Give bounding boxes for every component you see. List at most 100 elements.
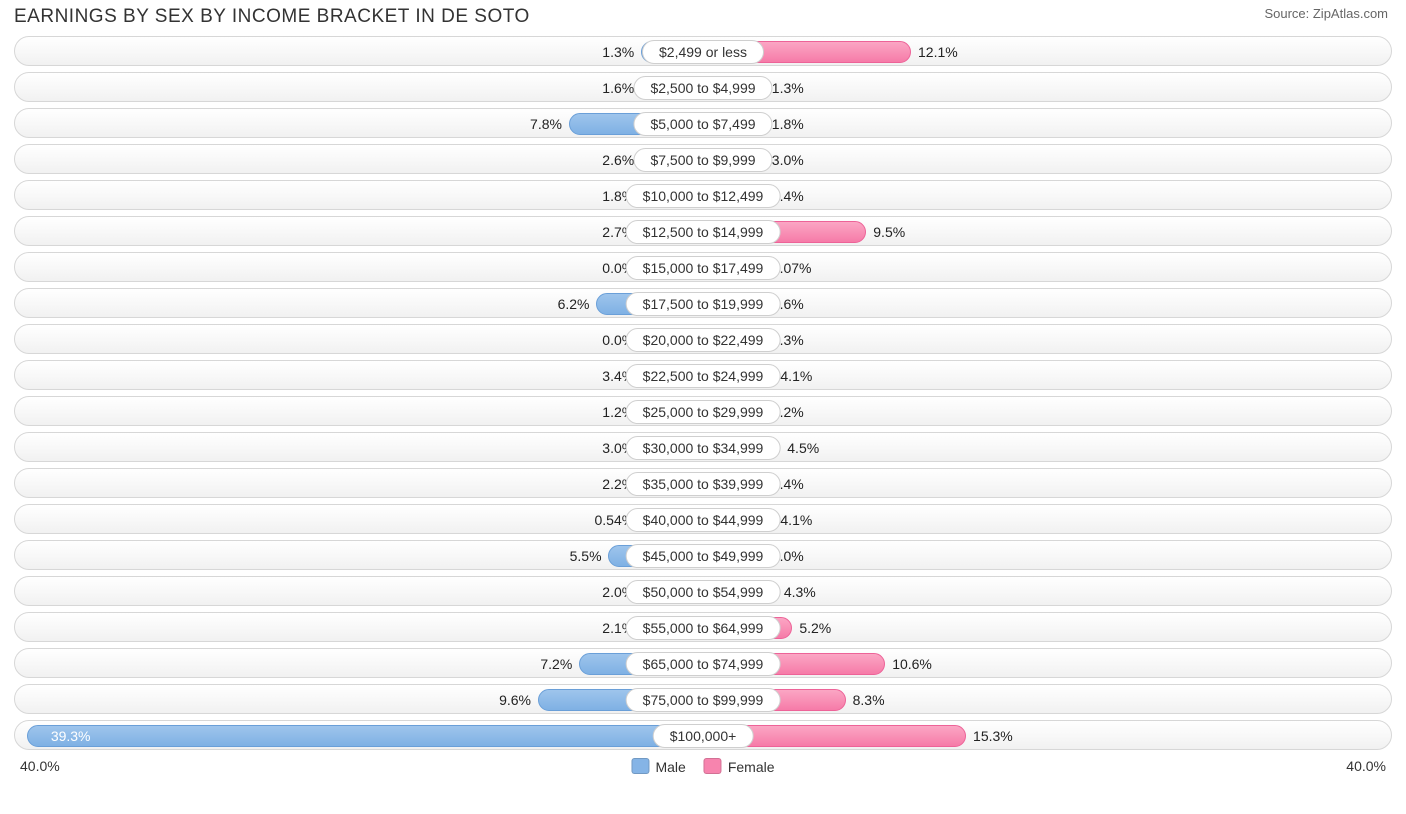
legend-male-label: Male: [655, 759, 685, 775]
female-value-label: 12.1%: [918, 37, 958, 67]
female-value-label: 4.1%: [780, 505, 812, 535]
male-swatch-icon: [631, 758, 649, 774]
chart-row: 0.0%3.3%$20,000 to $22,499: [14, 324, 1392, 354]
bracket-label: $7,500 to $9,999: [633, 148, 772, 172]
female-half: 4.5%: [703, 433, 1391, 461]
chart-title: EARNINGS BY SEX BY INCOME BRACKET IN DE …: [14, 6, 530, 28]
female-half: 3.0%: [703, 145, 1391, 173]
bracket-label: $55,000 to $64,999: [626, 616, 781, 640]
legend-female: Female: [704, 758, 775, 775]
bracket-label: $5,000 to $7,499: [633, 112, 772, 136]
female-value-label: 4.1%: [780, 361, 812, 391]
bracket-label: $50,000 to $54,999: [626, 580, 781, 604]
legend-male: Male: [631, 758, 685, 775]
male-half: 2.0%: [15, 577, 703, 605]
female-half: 3.2%: [703, 397, 1391, 425]
female-half: 12.1%: [703, 37, 1391, 65]
female-half: 3.4%: [703, 469, 1391, 497]
male-half: 1.8%: [15, 181, 703, 209]
female-value-label: 4.5%: [787, 433, 819, 463]
female-value-label: 15.3%: [973, 721, 1013, 751]
female-value-label: 8.3%: [853, 685, 885, 715]
male-half: 6.2%: [15, 289, 703, 317]
female-value-label: 4.3%: [784, 577, 816, 607]
male-half: 1.3%: [15, 37, 703, 65]
chart-source: Source: ZipAtlas.com: [1264, 6, 1388, 21]
male-half: 1.6%: [15, 73, 703, 101]
male-half: 0.54%: [15, 505, 703, 533]
female-half: 1.4%: [703, 181, 1391, 209]
chart-header: EARNINGS BY SEX BY INCOME BRACKET IN DE …: [0, 0, 1406, 32]
male-half: 2.2%: [15, 469, 703, 497]
male-half: 2.1%: [15, 613, 703, 641]
bracket-label: $10,000 to $12,499: [626, 184, 781, 208]
chart-row: 2.0% 4.3%$50,000 to $54,999: [14, 576, 1392, 606]
male-value-label: 2.6%: [602, 145, 634, 175]
female-half: 1.8%: [703, 109, 1391, 137]
male-value-label: 7.2%: [540, 649, 572, 679]
bracket-label: $12,500 to $14,999: [626, 220, 781, 244]
chart-row: 1.2%3.2%$25,000 to $29,999: [14, 396, 1392, 426]
male-half: 2.6%: [15, 145, 703, 173]
chart-row: 0.54% 4.1%$40,000 to $44,999: [14, 504, 1392, 534]
chart-row: 3.4%4.1%$22,500 to $24,999: [14, 360, 1392, 390]
bracket-label: $2,499 or less: [642, 40, 764, 64]
male-value-label: 1.3%: [602, 37, 634, 67]
male-value-label: 9.6%: [499, 685, 531, 715]
chart-row: 2.1% 5.2% $55,000 to $64,999: [14, 612, 1392, 642]
chart-row: 2.7%9.5%$12,500 to $14,999: [14, 216, 1392, 246]
chart-row: 7.8% 1.8%$5,000 to $7,499: [14, 108, 1392, 138]
chart-row: 5.5%2.0%$45,000 to $49,999: [14, 540, 1392, 570]
male-half: 1.2%: [15, 397, 703, 425]
female-half: 8.3%: [703, 685, 1391, 713]
chart-row: 3.0% 4.5%$30,000 to $34,999: [14, 432, 1392, 462]
male-value-label: 7.8%: [530, 109, 562, 139]
male-half: 39.3%: [15, 721, 703, 749]
bracket-label: $45,000 to $49,999: [626, 544, 781, 568]
bracket-label: $15,000 to $17,499: [626, 256, 781, 280]
female-half: 3.3%: [703, 325, 1391, 353]
legend: Male Female: [631, 758, 774, 775]
male-half: 5.5%: [15, 541, 703, 569]
female-half: 4.1%: [703, 361, 1391, 389]
female-half: 5.2%: [703, 613, 1391, 641]
female-half: 10.6%: [703, 649, 1391, 677]
bracket-label: $40,000 to $44,999: [626, 508, 781, 532]
male-half: 7.8%: [15, 109, 703, 137]
bracket-label: $30,000 to $34,999: [626, 436, 781, 460]
chart-footer: 40.0% Male Female 40.0%: [0, 756, 1406, 792]
male-half: 0.0%: [15, 325, 703, 353]
male-half: 0.0%: [15, 253, 703, 281]
bracket-label: $75,000 to $99,999: [626, 688, 781, 712]
female-value-label: 5.2%: [799, 613, 831, 643]
bracket-label: $100,000+: [653, 724, 754, 748]
female-value-label: 10.6%: [892, 649, 932, 679]
male-half: 7.2%: [15, 649, 703, 677]
chart-row: 2.6% 3.0%$7,500 to $9,999: [14, 144, 1392, 174]
bracket-label: $17,500 to $19,999: [626, 292, 781, 316]
axis-max-right: 40.0%: [1346, 758, 1386, 774]
bracket-label: $35,000 to $39,999: [626, 472, 781, 496]
bracket-label: $22,500 to $24,999: [626, 364, 781, 388]
female-half: 4.3%: [703, 577, 1391, 605]
bracket-label: $20,000 to $22,499: [626, 328, 781, 352]
chart-row: 39.3% 15.3% $100,000+: [14, 720, 1392, 750]
male-value-label: 5.5%: [570, 541, 602, 571]
male-half: 9.6%: [15, 685, 703, 713]
chart-row: 1.8%1.4%$10,000 to $12,499: [14, 180, 1392, 210]
female-value-label: 1.3%: [772, 73, 804, 103]
chart-row: 2.2%3.4%$35,000 to $39,999: [14, 468, 1392, 498]
male-value-label: 39.3%: [41, 721, 91, 751]
female-half: 1.3%: [703, 73, 1391, 101]
bracket-label: $25,000 to $29,999: [626, 400, 781, 424]
male-half: 3.0%: [15, 433, 703, 461]
female-value-label: 3.0%: [772, 145, 804, 175]
female-half: 9.5%: [703, 217, 1391, 245]
female-half: 15.3%: [703, 721, 1391, 749]
chart-row: 7.2% 10.6% $65,000 to $74,999: [14, 648, 1392, 678]
male-value-label: 6.2%: [558, 289, 590, 319]
female-half: 4.1%: [703, 505, 1391, 533]
bracket-label: $65,000 to $74,999: [626, 652, 781, 676]
male-bar: [27, 725, 703, 747]
chart-row: 1.3% 12.1% $2,499 or less: [14, 36, 1392, 66]
